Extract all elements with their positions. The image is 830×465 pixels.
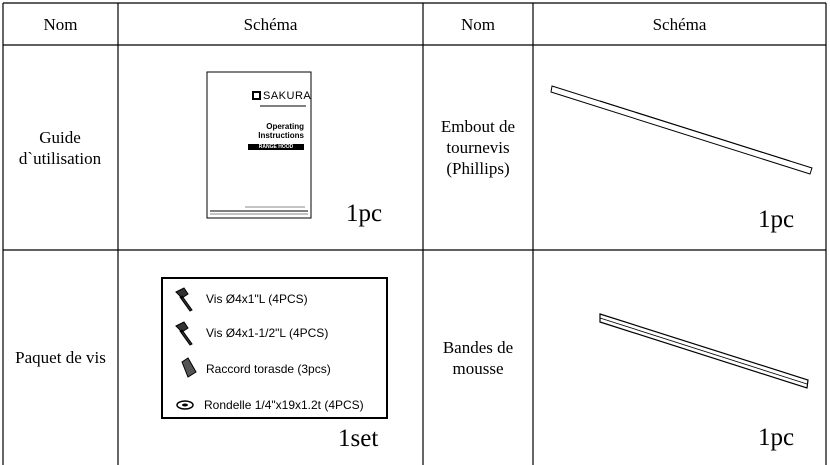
header-cell: Nom (461, 14, 495, 34)
quantity: 1set (338, 425, 379, 452)
quantity: 1pc (758, 424, 795, 451)
header-cell: Schéma (243, 14, 298, 34)
manual-title: Operating Instructions (258, 122, 304, 140)
manual-drawing (206, 71, 312, 219)
header-cell: Schéma (652, 14, 707, 34)
quantity: 1pc (346, 200, 383, 227)
item-name: Paquet de vis (15, 348, 106, 367)
header-cell: Nom (43, 14, 78, 34)
kit-item: Vis Ø4x1"L (4PCS) (206, 292, 308, 306)
kit-item: Vis Ø4x1-1/2"L (4PCS) (206, 326, 329, 340)
quantity: 1pc (758, 206, 795, 233)
item-name: Guide d`utilisation (18, 127, 102, 168)
item-name: Bandes de mousse (442, 337, 514, 378)
manual-brand: SAKURA (263, 90, 312, 102)
item-name: Embout de tournevis (Phillips) (440, 117, 516, 178)
bit-drawing (550, 85, 813, 175)
foam-drawing (599, 313, 809, 389)
manual-subtitle: RANGE HOOD (258, 144, 294, 150)
kit-item: Rondelle 1/4"x19x1.2t (4PCS) (204, 398, 364, 412)
kit-item: Raccord torasde (3pcs) (206, 362, 331, 376)
screw-box (161, 277, 388, 419)
